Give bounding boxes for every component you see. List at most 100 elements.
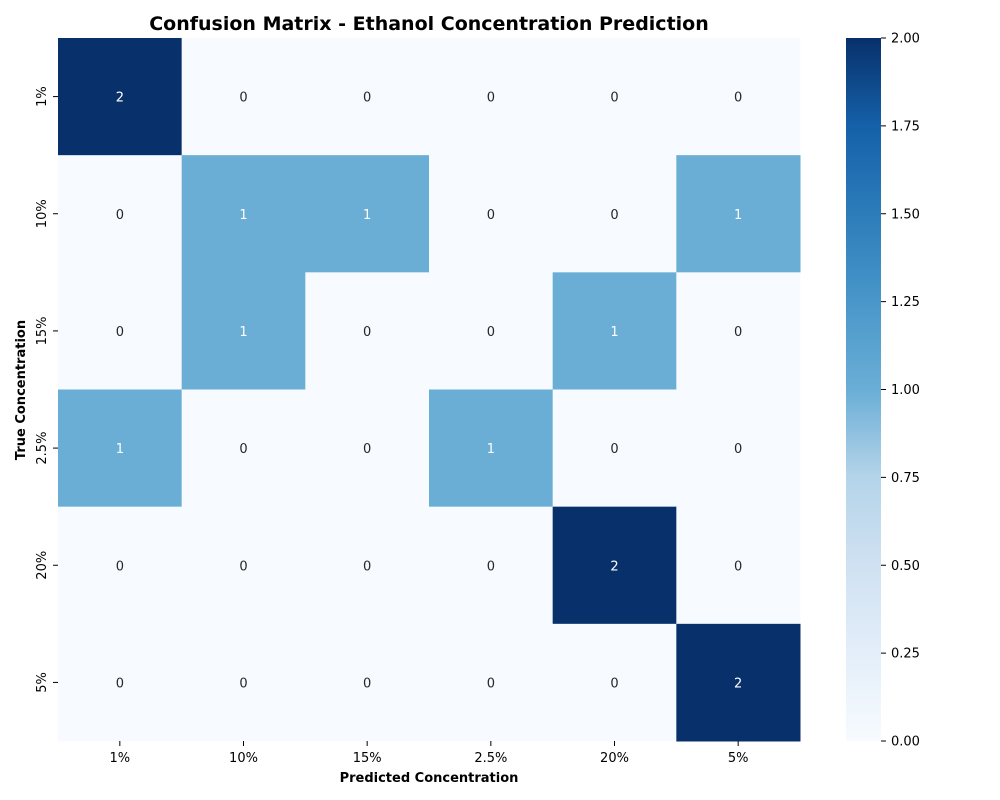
y-axis-label: True Concentration: [14, 320, 29, 460]
heatmap-cell: [181, 389, 306, 508]
cell-annotation: 1: [487, 442, 495, 457]
y-tick-label: 2.5%: [35, 432, 50, 465]
heatmap-cell: [552, 389, 677, 508]
cell-annotation: 0: [610, 208, 618, 223]
x-tick-label: 1%: [110, 751, 131, 766]
cell-annotation: 0: [610, 676, 618, 691]
heatmap-cell: [676, 506, 801, 625]
heatmap-cell: [305, 506, 430, 625]
heatmap-cell: [58, 155, 183, 273]
cell-annotation: 0: [239, 442, 247, 457]
cell-annotation: 0: [487, 676, 495, 691]
heatmap-cell: [676, 389, 801, 508]
heatmap-cell: [181, 623, 306, 742]
heatmap-cell: [58, 38, 183, 156]
cell-annotation: 2: [116, 91, 124, 106]
heatmap-cell: [676, 272, 801, 390]
cell-annotation: 0: [363, 676, 371, 691]
y-tick-label: 15%: [35, 316, 50, 345]
cell-annotation: 0: [610, 442, 618, 457]
cell-annotation: 0: [487, 91, 495, 106]
heatmap-cell: [181, 155, 306, 273]
cell-annotation: 1: [116, 442, 124, 457]
cell-annotation: 0: [116, 559, 124, 574]
colorbar-tick-label: 0.25: [891, 647, 920, 662]
heatmap-cell: [552, 272, 677, 390]
x-tick-label: 10%: [229, 751, 258, 766]
cell-annotation: 1: [239, 208, 247, 223]
heatmap-cell: [676, 623, 801, 742]
heatmap-cell: [429, 38, 554, 156]
cell-annotation: 0: [239, 676, 247, 691]
heatmap-cell: [305, 623, 430, 742]
cell-annotation: 0: [363, 91, 371, 106]
cell-annotation: 0: [116, 676, 124, 691]
cell-annotation: 0: [734, 559, 742, 574]
x-tick-label: 15%: [353, 751, 382, 766]
heatmap-cell: [429, 623, 554, 742]
heatmap-cell: [58, 389, 183, 508]
x-tick-label: 5%: [728, 751, 749, 766]
x-tick-label: 2.5%: [474, 751, 507, 766]
heatmap-cell: [58, 272, 183, 390]
heatmap-cell: [429, 506, 554, 625]
cell-annotations: 2 0 0 0 0 0 0 1 1 0 0 1 0 1 0 0 1 0 1 0 0 1 0 0 0 0 0 0 2 0 0 0 0 0 0 2: [116, 91, 743, 692]
heatmap-cell: [305, 155, 430, 273]
colorbar-tick-label: 0.00: [891, 735, 920, 750]
heatmap-cell: [552, 155, 677, 273]
heatmap-cell: [305, 272, 430, 390]
chart-title: Confusion Matrix - Ethanol Concentration…: [149, 13, 709, 35]
x-tick-label: 20%: [600, 751, 629, 766]
colorbar-tick-label: 0.75: [891, 471, 920, 486]
heatmap-cell: [58, 623, 183, 742]
y-tick-label: 1%: [35, 86, 50, 107]
x-axis-ticks: 1% 10% 15% 2.5% 20% 5%: [110, 741, 749, 766]
heatmap-cells: [58, 38, 801, 742]
heatmap-cell: [305, 38, 430, 156]
cell-annotation: 0: [734, 325, 742, 340]
cell-annotation: 0: [116, 325, 124, 340]
cell-annotation: 0: [116, 208, 124, 223]
colorbar-tick-label: 2.00: [891, 32, 920, 47]
colorbar-tick-label: 0.50: [891, 559, 920, 574]
colorbar-tick-label: 1.75: [891, 119, 920, 134]
cell-annotation: 0: [734, 91, 742, 106]
heatmap-cell: [676, 38, 801, 156]
y-tick-label: 5%: [35, 672, 50, 693]
heatmap-cell: [552, 38, 677, 156]
heatmap-cell: [429, 272, 554, 390]
cell-annotation: 2: [610, 559, 618, 574]
cell-annotation: 0: [239, 91, 247, 106]
cell-annotation: 0: [610, 91, 618, 106]
cell-annotation: 1: [734, 208, 742, 223]
heatmap-cell: [181, 38, 306, 156]
cell-annotation: 0: [363, 442, 371, 457]
cell-annotation: 0: [363, 559, 371, 574]
heatmap-cell: [181, 272, 306, 390]
colorbar-ticks: 0.00 0.25 0.50 0.75 1.00 1.25 1.50 1.75 2.00: [881, 32, 920, 750]
cell-annotation: 0: [239, 559, 247, 574]
colorbar-tick-label: 1.00: [891, 383, 920, 398]
heatmap-cell: [181, 506, 306, 625]
y-tick-label: 20%: [35, 551, 50, 580]
cell-annotation: 0: [363, 325, 371, 340]
colorbar: [846, 38, 881, 741]
cell-annotation: 0: [734, 442, 742, 457]
cell-annotation: 1: [239, 325, 247, 340]
cell-annotation: 0: [487, 208, 495, 223]
heatmap-cell: [552, 506, 677, 625]
heatmap-cell: [58, 506, 183, 625]
heatmap-cell: [429, 389, 554, 508]
y-axis-ticks: 1% 10% 15% 2.5% 20% 5%: [35, 86, 58, 693]
cell-annotation: 0: [487, 559, 495, 574]
colorbar-tick-label: 1.25: [891, 295, 920, 310]
heatmap-cell: [429, 155, 554, 273]
y-tick-label: 10%: [35, 199, 50, 228]
colorbar-gradient: [846, 38, 881, 741]
cell-annotation: 1: [610, 325, 618, 340]
colorbar-tick-label: 1.50: [891, 207, 920, 222]
heatmap-cell: [305, 389, 430, 508]
cell-annotation: 1: [363, 208, 371, 223]
